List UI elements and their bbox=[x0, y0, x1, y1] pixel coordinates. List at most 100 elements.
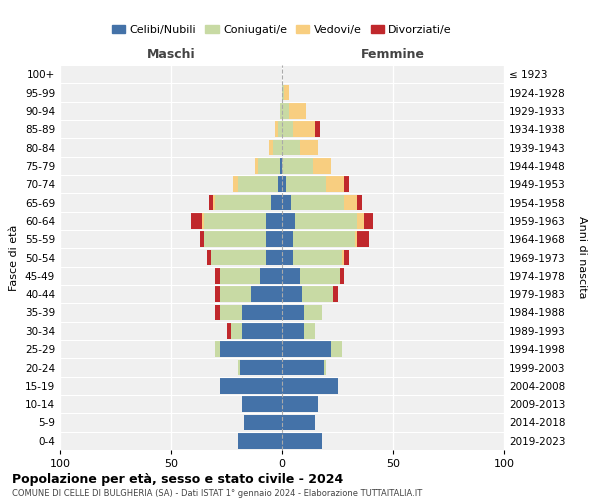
Bar bbox=[204, 213, 266, 228]
Bar bbox=[220, 304, 242, 320]
Bar bbox=[344, 194, 358, 210]
Bar bbox=[293, 122, 316, 137]
Bar bbox=[220, 342, 282, 357]
Bar bbox=[206, 250, 211, 266]
Bar bbox=[282, 342, 331, 357]
Bar bbox=[342, 250, 344, 266]
Bar bbox=[304, 323, 316, 338]
Bar bbox=[293, 232, 355, 247]
Text: COMUNE DI CELLE DI BULGHERIA (SA) - Dati ISTAT 1° gennaio 2024 - Elaborazione TU: COMUNE DI CELLE DI BULGHERIA (SA) - Dati… bbox=[12, 489, 422, 498]
Bar bbox=[220, 268, 260, 283]
Bar bbox=[278, 122, 282, 137]
Bar bbox=[282, 103, 289, 118]
Bar bbox=[215, 268, 220, 283]
Y-axis label: Fasce di età: Fasce di età bbox=[10, 224, 19, 290]
Bar bbox=[282, 268, 300, 283]
Bar bbox=[364, 213, 373, 228]
Bar bbox=[282, 323, 304, 338]
Bar bbox=[260, 268, 282, 283]
Legend: Celibi/Nubili, Coniugati/e, Vedovi/e, Divorziati/e: Celibi/Nubili, Coniugati/e, Vedovi/e, Di… bbox=[107, 20, 457, 40]
Bar bbox=[242, 396, 282, 412]
Bar bbox=[302, 286, 333, 302]
Bar bbox=[211, 250, 266, 266]
Bar bbox=[266, 213, 282, 228]
Bar bbox=[282, 304, 304, 320]
Bar bbox=[291, 194, 344, 210]
Bar bbox=[202, 213, 204, 228]
Bar bbox=[282, 213, 295, 228]
Bar bbox=[344, 250, 349, 266]
Bar bbox=[244, 414, 282, 430]
Y-axis label: Anni di nascita: Anni di nascita bbox=[577, 216, 587, 298]
Bar bbox=[313, 158, 331, 174]
Bar bbox=[282, 250, 293, 266]
Bar bbox=[215, 286, 220, 302]
Bar bbox=[284, 84, 289, 100]
Bar bbox=[282, 414, 316, 430]
Bar bbox=[251, 286, 282, 302]
Bar bbox=[344, 176, 349, 192]
Bar bbox=[266, 250, 282, 266]
Bar bbox=[293, 250, 342, 266]
Bar bbox=[304, 304, 322, 320]
Bar bbox=[280, 158, 282, 174]
Bar bbox=[282, 378, 337, 394]
Bar bbox=[358, 232, 368, 247]
Bar bbox=[220, 286, 251, 302]
Bar bbox=[333, 286, 337, 302]
Bar bbox=[282, 396, 317, 412]
Bar bbox=[238, 176, 278, 192]
Bar bbox=[242, 323, 282, 338]
Bar bbox=[282, 122, 293, 137]
Bar bbox=[240, 360, 282, 376]
Bar bbox=[215, 194, 271, 210]
Bar bbox=[282, 360, 324, 376]
Bar bbox=[282, 433, 322, 448]
Bar bbox=[191, 213, 202, 228]
Bar bbox=[227, 323, 231, 338]
Bar bbox=[331, 342, 342, 357]
Bar bbox=[282, 194, 291, 210]
Bar bbox=[204, 232, 266, 247]
Text: Popolazione per età, sesso e stato civile - 2024: Popolazione per età, sesso e stato civil… bbox=[12, 472, 343, 486]
Bar bbox=[233, 176, 238, 192]
Bar bbox=[271, 194, 282, 210]
Bar bbox=[257, 158, 280, 174]
Text: Femmine: Femmine bbox=[361, 48, 425, 62]
Bar bbox=[273, 140, 282, 156]
Text: Maschi: Maschi bbox=[146, 48, 196, 62]
Bar bbox=[280, 103, 282, 118]
Bar bbox=[282, 176, 286, 192]
Bar bbox=[300, 268, 340, 283]
Bar bbox=[275, 122, 278, 137]
Bar bbox=[326, 176, 344, 192]
Bar bbox=[231, 323, 242, 338]
Bar bbox=[340, 268, 344, 283]
Bar bbox=[282, 158, 313, 174]
Bar bbox=[358, 194, 362, 210]
Bar bbox=[282, 232, 293, 247]
Bar bbox=[355, 232, 358, 247]
Bar bbox=[316, 122, 320, 137]
Bar bbox=[256, 158, 257, 174]
Bar bbox=[289, 103, 307, 118]
Bar bbox=[295, 213, 358, 228]
Bar bbox=[215, 304, 220, 320]
Bar bbox=[300, 140, 317, 156]
Bar bbox=[220, 378, 282, 394]
Bar bbox=[200, 232, 204, 247]
Bar bbox=[278, 176, 282, 192]
Bar bbox=[238, 360, 240, 376]
Bar bbox=[213, 194, 215, 210]
Bar bbox=[282, 140, 300, 156]
Bar bbox=[282, 84, 284, 100]
Bar bbox=[209, 194, 213, 210]
Bar bbox=[269, 140, 273, 156]
Bar bbox=[238, 433, 282, 448]
Bar bbox=[358, 213, 364, 228]
Bar bbox=[286, 176, 326, 192]
Bar bbox=[282, 286, 302, 302]
Bar bbox=[324, 360, 326, 376]
Bar bbox=[215, 342, 220, 357]
Bar bbox=[242, 304, 282, 320]
